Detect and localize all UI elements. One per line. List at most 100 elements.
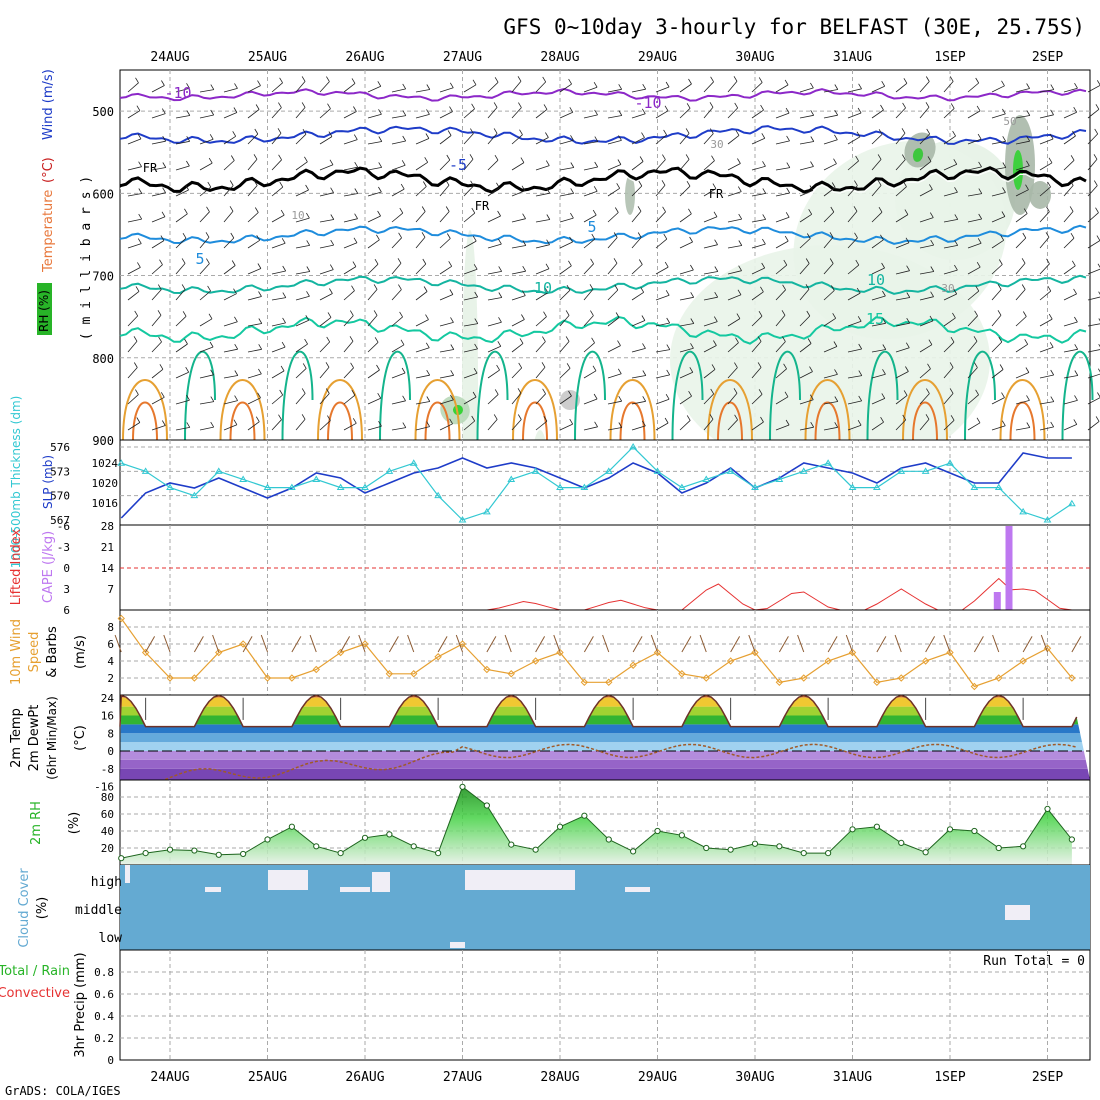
wind-barb-flag xyxy=(472,391,477,398)
wind-barb xyxy=(967,110,981,119)
wind-barb-flag xyxy=(690,264,694,271)
wind-barb xyxy=(295,161,308,171)
wind-barb-flag xyxy=(518,102,522,108)
thickness-marker xyxy=(580,483,589,491)
thickness-marker xyxy=(946,459,954,466)
wind-barb xyxy=(559,167,574,171)
wind-barb xyxy=(511,367,522,379)
wind-barb-flag xyxy=(1073,106,1078,113)
thickness-marker xyxy=(239,475,248,482)
run-total-label: Run Total = 0 xyxy=(983,954,1085,969)
wind-barb xyxy=(319,136,333,145)
contour-label: 10 xyxy=(867,271,885,289)
rh-legend-label: RH (%) xyxy=(37,290,51,332)
wind-barb xyxy=(127,243,142,249)
wind-barb xyxy=(271,419,282,431)
wind-barb-flag xyxy=(422,181,427,187)
wind-barb xyxy=(415,186,427,197)
wind-barb-flag xyxy=(186,136,191,142)
rh-marker xyxy=(800,850,807,857)
wind-barb-flag xyxy=(1095,104,1100,110)
top-date-label: 29AUG xyxy=(638,50,677,65)
wind-barb xyxy=(511,419,522,431)
wind-barb-flag xyxy=(666,344,671,350)
wind-barb-flag xyxy=(594,421,598,428)
wind-barb-flag xyxy=(904,209,909,215)
wind-barb xyxy=(151,192,166,197)
wind-barb-flag xyxy=(1074,316,1078,323)
wind-barb xyxy=(871,185,882,197)
wind-barb-flag xyxy=(229,180,234,186)
wind-barb-flag xyxy=(925,414,930,420)
wind-barb xyxy=(175,427,190,431)
wind-barb-flag xyxy=(327,415,331,421)
wind-barb-flag xyxy=(905,366,909,372)
rh-marker xyxy=(922,849,929,856)
wind-barb xyxy=(415,114,430,119)
rh-marker xyxy=(435,850,442,857)
surface-wind-barb xyxy=(437,636,448,653)
wind-speed-marker xyxy=(117,614,125,623)
wind-barb-flag xyxy=(786,135,790,142)
wind-barb xyxy=(967,138,982,145)
wind-barb xyxy=(655,398,670,405)
surface-wind-barb xyxy=(455,634,463,653)
wind-barb xyxy=(1039,374,1054,379)
wind-speed-marker xyxy=(970,682,979,691)
ytick-label: 8 xyxy=(107,621,114,634)
wind-barb xyxy=(895,270,910,275)
wind-barb-flag xyxy=(280,365,285,372)
wind-barb xyxy=(823,211,835,223)
wind-barb-flag xyxy=(998,336,1003,343)
wind-barb xyxy=(463,185,474,197)
wind-barb-flag xyxy=(159,259,163,265)
wind-barb-flag xyxy=(663,129,667,136)
wind-barb-flag xyxy=(136,417,141,423)
wind-barb xyxy=(559,217,574,223)
wind-barb-flag xyxy=(254,207,259,213)
wind-barb-flag xyxy=(277,128,282,134)
wind-barb-flag xyxy=(810,136,815,142)
temp-bands xyxy=(120,695,1090,780)
wind-barb-flag xyxy=(925,76,930,82)
wind-barb xyxy=(463,159,474,171)
wind-barb-flag xyxy=(1047,285,1052,292)
ytick-label: 28 xyxy=(101,520,114,533)
wind-barb-flag xyxy=(498,238,502,245)
wind-barb-flag xyxy=(637,206,642,212)
thickness-marker xyxy=(604,467,613,474)
ytick-label: 0 xyxy=(63,562,70,575)
rh-marker xyxy=(727,846,734,853)
wind-barb-flag xyxy=(162,135,167,142)
rh-marker xyxy=(581,812,588,819)
wind-barb-flag xyxy=(206,206,210,213)
wind-barb xyxy=(247,373,262,379)
rh-marker xyxy=(240,850,247,858)
wind-barb xyxy=(943,269,958,275)
bottom-date-label: 30AUG xyxy=(735,1070,774,1085)
wind-barb xyxy=(199,346,214,353)
wind-barb-flag xyxy=(976,417,981,424)
surface-wind-barb xyxy=(504,634,512,653)
wind-barb xyxy=(1015,189,1029,197)
wind-barb xyxy=(367,263,379,275)
wind-barb-flag xyxy=(589,284,594,290)
wind-barb-flag xyxy=(737,186,742,192)
wind-barb xyxy=(463,420,475,431)
precip-ticks: 0.80.60.40.20 xyxy=(94,966,114,1067)
wind-barb xyxy=(127,82,139,93)
wind-barb xyxy=(391,427,406,431)
wind-barb xyxy=(1087,240,1100,249)
upper-ytick-label: 500 xyxy=(92,105,114,119)
wind-barb-flag xyxy=(425,342,430,349)
wind-barb-flag xyxy=(1069,206,1074,212)
wind10-ylabel-1: 10m Wind xyxy=(9,619,24,685)
wind-barb xyxy=(271,270,286,275)
contour-label: 10 xyxy=(534,279,552,297)
wind10-series xyxy=(114,614,1082,691)
wind-barb xyxy=(583,263,594,275)
wind-barb-flag xyxy=(425,314,429,320)
surface-wind-barb xyxy=(553,634,561,653)
wind-barb-flag xyxy=(929,212,934,218)
